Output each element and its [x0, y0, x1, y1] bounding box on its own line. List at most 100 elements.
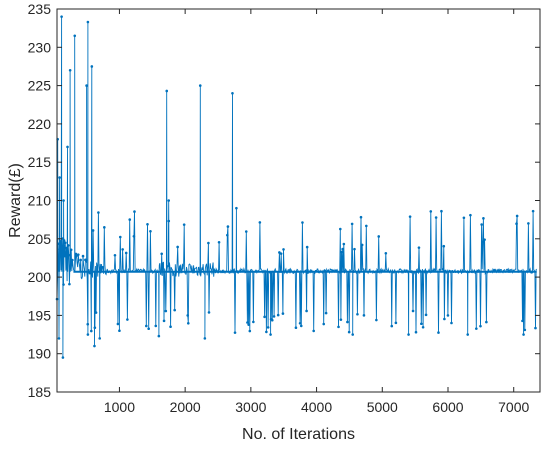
y-tick-label: 205: [28, 231, 52, 247]
y-tick-label: 230: [28, 39, 52, 55]
data-point: [263, 315, 266, 319]
data-point: [324, 311, 328, 315]
data-point: [62, 239, 66, 242]
data-point: [377, 235, 381, 238]
data-point: [79, 258, 82, 262]
data-point: [63, 241, 67, 245]
y-tick-label: 225: [28, 78, 52, 94]
data-point: [68, 282, 71, 286]
data-point: [149, 229, 152, 233]
data-point: [341, 247, 344, 251]
data-point: [434, 216, 438, 219]
data-point: [244, 230, 248, 233]
data-point: [375, 318, 378, 322]
data-point: [305, 309, 308, 313]
data-point: [113, 253, 117, 257]
data-point: [420, 322, 423, 326]
x-tick-label: 4000: [301, 399, 332, 415]
data-point: [531, 209, 535, 213]
data-point: [299, 324, 303, 328]
data-point: [118, 235, 122, 239]
data-point: [527, 222, 530, 225]
data-point: [160, 252, 163, 256]
data-point: [534, 326, 537, 330]
data-point: [198, 84, 202, 87]
data-point: [258, 221, 262, 224]
data-point: [282, 248, 285, 251]
data-point: [60, 15, 63, 18]
data-point: [272, 315, 276, 318]
data-point: [446, 314, 450, 317]
data-point: [97, 211, 100, 214]
data-point: [353, 247, 356, 251]
y-tick-label: 210: [28, 193, 52, 209]
data-point: [94, 311, 98, 314]
series-layer: [55, 15, 537, 359]
data-point: [76, 253, 80, 256]
data-point: [483, 238, 486, 241]
data-point: [90, 329, 93, 333]
data-point: [276, 313, 280, 317]
data-point: [235, 206, 238, 210]
data-point: [351, 333, 355, 336]
data-point: [176, 245, 179, 249]
data-point: [68, 68, 72, 72]
data-point: [521, 319, 524, 323]
data-point: [322, 322, 326, 326]
x-tick-label: 5000: [367, 399, 398, 415]
data-point: [466, 333, 470, 336]
data-point: [86, 333, 90, 336]
data-point: [66, 244, 70, 247]
y-tick-label: 235: [28, 1, 52, 17]
data-point: [81, 254, 85, 258]
data-point: [443, 317, 446, 321]
x-axis-ticks: 1000 2000 3000 4000 5000 6000 7000: [104, 9, 529, 415]
data-point: [67, 253, 71, 257]
data-point: [266, 326, 270, 329]
data-point: [365, 224, 368, 228]
y-tick-label: 215: [28, 154, 52, 170]
data-point: [305, 245, 309, 249]
data-point: [91, 229, 95, 232]
data-point: [247, 323, 250, 326]
data-point: [162, 319, 166, 323]
data-point: [298, 322, 302, 325]
data-point: [217, 240, 221, 244]
data-point: [360, 243, 364, 247]
data-point: [62, 199, 65, 202]
data-point: [90, 65, 94, 68]
data-point: [93, 326, 97, 330]
data-point: [390, 324, 394, 328]
data-point: [338, 227, 342, 231]
x-tick-label: 6000: [432, 399, 463, 415]
data-point: [182, 223, 186, 226]
data-point: [124, 251, 128, 255]
data-point: [157, 334, 161, 338]
data-point: [186, 314, 190, 317]
data-point: [522, 333, 525, 336]
data-point: [480, 223, 483, 226]
data-point: [231, 91, 234, 95]
y-tick-label: 195: [28, 307, 52, 323]
data-point: [62, 283, 65, 286]
x-tick-label: 1000: [104, 399, 135, 415]
data-point: [407, 333, 410, 336]
data-point: [65, 246, 68, 250]
data-point: [154, 324, 158, 328]
data-point: [408, 215, 412, 218]
data-point: [440, 209, 443, 213]
data-point: [146, 222, 149, 226]
data-point: [337, 325, 340, 329]
data-point: [437, 331, 440, 334]
data-point: [173, 308, 176, 312]
data-point: [84, 258, 88, 262]
data-point: [279, 252, 283, 256]
data-point: [121, 248, 124, 251]
data-point: [59, 240, 62, 243]
data-point: [164, 309, 168, 313]
data-point: [411, 309, 415, 313]
data-point: [301, 221, 304, 224]
data-point: [346, 320, 349, 324]
